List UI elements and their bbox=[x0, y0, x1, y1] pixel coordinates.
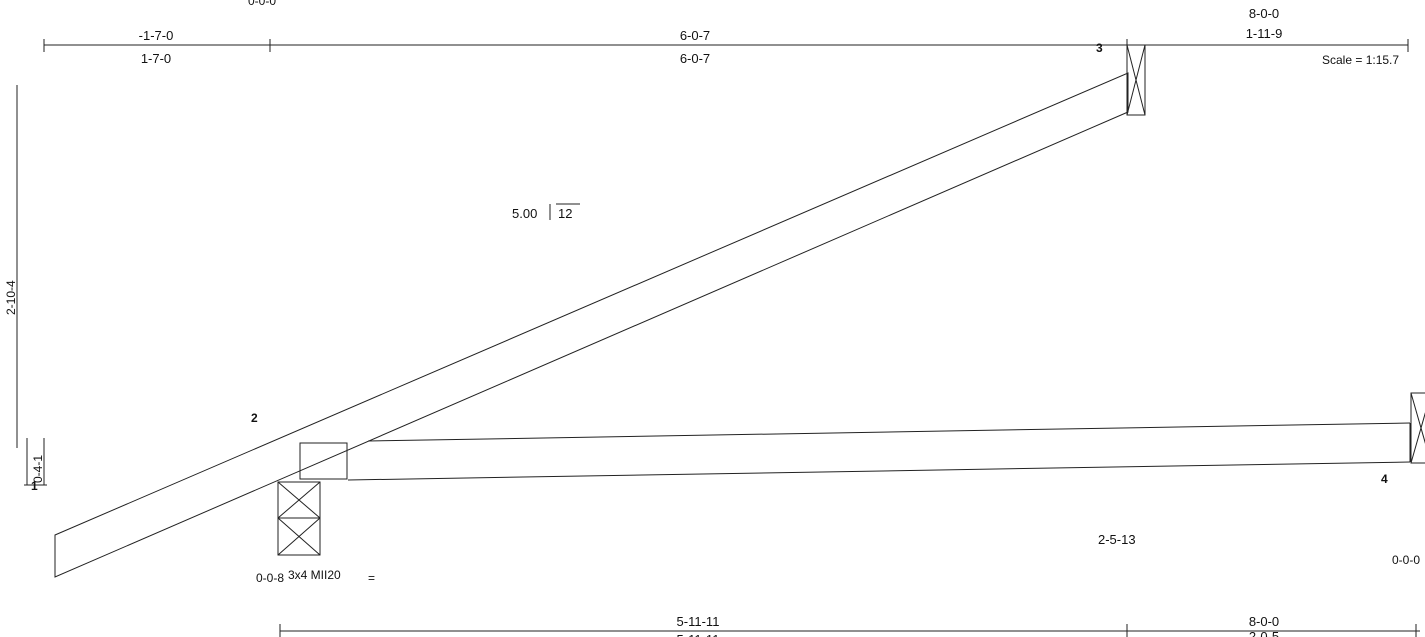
dim-total-upper: 8-0-0 bbox=[1249, 6, 1279, 21]
dim-span-lower: 6-0-7 bbox=[680, 51, 710, 66]
node-2: 2 bbox=[251, 411, 258, 425]
dim-overhang-lower: 1-7-0 bbox=[141, 51, 171, 66]
slope-rise: 5.00 bbox=[512, 206, 537, 221]
left-dimension-line bbox=[16, 85, 47, 486]
right-edge-bearing bbox=[1410, 392, 1425, 464]
dim-overhang-upper: -1-7-0 bbox=[139, 28, 174, 43]
slope-indicator: 5.00 12 bbox=[512, 203, 580, 221]
top-cut-label: 0-0-0 bbox=[248, 0, 276, 8]
bottom-chord bbox=[347, 422, 1411, 481]
left-support-label: 0-0-8 bbox=[256, 571, 284, 585]
dim-bottom-total-upper: 8-0-0 bbox=[1249, 614, 1279, 629]
joint-plate bbox=[299, 442, 348, 480]
node-4: 4 bbox=[1381, 472, 1388, 486]
top-dimension-line bbox=[43, 39, 1409, 52]
left-bearing bbox=[277, 481, 321, 556]
right-height-label: 2-5-13 bbox=[1098, 532, 1136, 547]
top-dimension-labels: -1-7-0 1-7-0 6-0-7 6-0-7 8-0-0 1-11-9 bbox=[126, 6, 1292, 66]
scale-label: Scale = 1:15.7 bbox=[1322, 53, 1399, 67]
dim-bottom-end-lower: 2-0-5 bbox=[1249, 629, 1279, 637]
dim-span-upper: 6-0-7 bbox=[680, 28, 710, 43]
bottom-dimension-labels: 5-11-11 5-11-11 8-0-0 2-0-5 bbox=[666, 614, 1292, 637]
dim-end-lower: 1-11-9 bbox=[1246, 26, 1283, 41]
bottom-dimension-line bbox=[279, 624, 1420, 637]
dim-height: 2-10-4 bbox=[4, 280, 18, 315]
top-chord bbox=[54, 72, 1129, 578]
dim-bottom-span-upper: 5-11-11 bbox=[677, 614, 720, 629]
dim-heel: 0-4-1 bbox=[31, 455, 45, 483]
plate-symbol: = bbox=[368, 571, 375, 585]
node-3: 3 bbox=[1096, 41, 1103, 55]
slope-run: 12 bbox=[558, 206, 572, 221]
plate-label: 3x4 MII20 bbox=[288, 568, 341, 582]
dim-bottom-span-lower: 5-11-11 bbox=[677, 632, 720, 637]
node-1: 1 bbox=[31, 479, 38, 493]
top-right-bearing bbox=[1126, 44, 1146, 116]
right-support-label: 0-0-0 bbox=[1392, 553, 1420, 567]
